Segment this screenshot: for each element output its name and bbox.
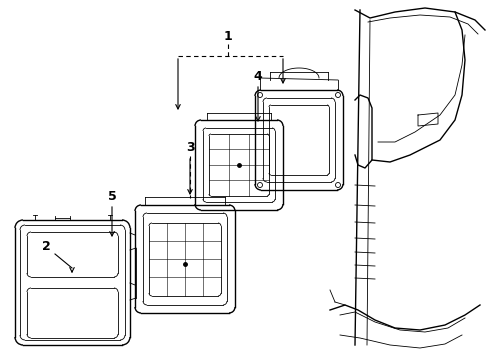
Text: 4: 4 <box>254 69 262 82</box>
Text: 2: 2 <box>42 240 50 253</box>
Text: 5: 5 <box>108 189 117 202</box>
Text: 3: 3 <box>186 140 195 153</box>
Text: 1: 1 <box>223 30 232 42</box>
